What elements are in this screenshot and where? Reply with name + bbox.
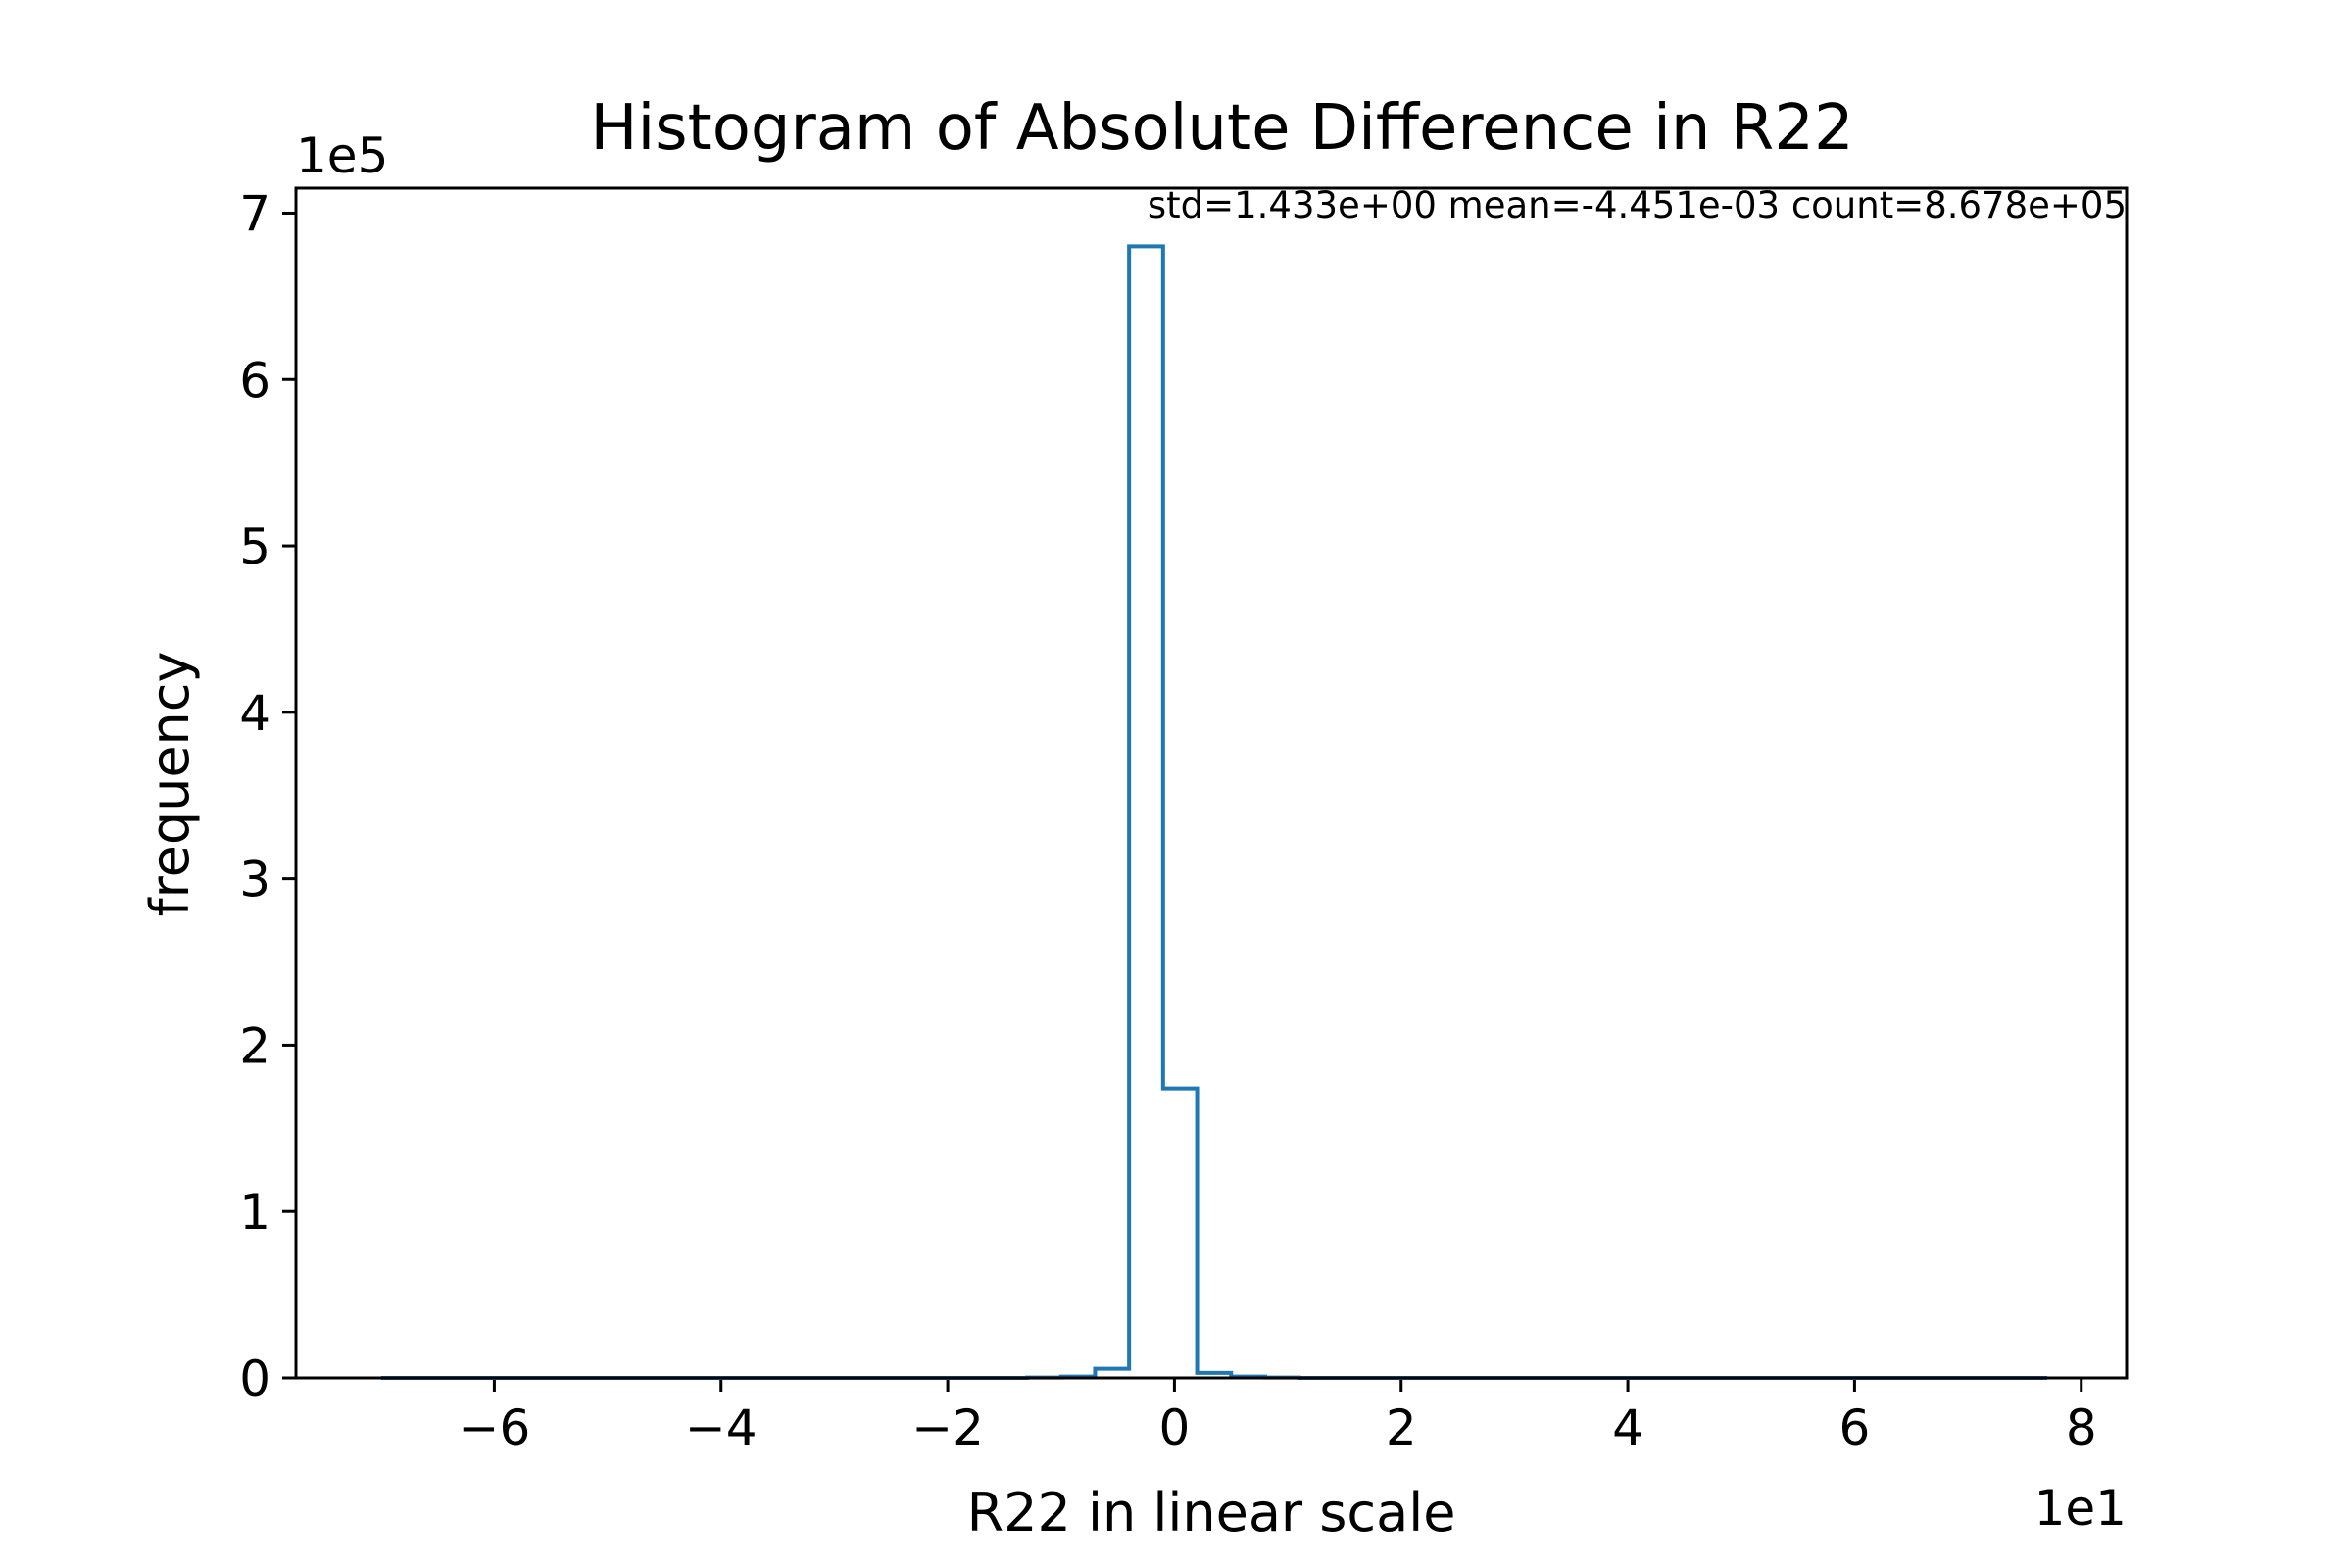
x-tick-label: 6 <box>1838 1399 1870 1456</box>
y-axis-offset-label: 1e5 <box>296 127 388 184</box>
x-tick-label: −4 <box>685 1399 758 1456</box>
y-tick-label: 6 <box>239 352 270 409</box>
x-axis-label: R22 in linear scale <box>967 1482 1456 1544</box>
x-tick-label: 2 <box>1386 1399 1417 1456</box>
y-tick-label: 4 <box>239 685 270 742</box>
x-tick-label: 0 <box>1159 1399 1191 1456</box>
x-tick-label: 8 <box>2066 1399 2097 1456</box>
y-tick-label: 1 <box>239 1184 270 1241</box>
x-tick-label: 4 <box>1612 1399 1643 1456</box>
x-tick-label: −2 <box>911 1399 984 1456</box>
y-tick-label: 3 <box>239 852 270 908</box>
y-tick-label: 2 <box>239 1017 270 1074</box>
plot-area-frame <box>294 186 2129 1380</box>
x-tick-label: −6 <box>459 1399 531 1456</box>
y-tick-label: 7 <box>239 185 270 242</box>
y-axis-ticks: 0 1 2 3 4 5 6 7 <box>239 185 296 1407</box>
y-axis-label: frequency <box>139 652 201 917</box>
x-axis-ticks: −6 −4 −2 0 2 4 6 8 <box>459 1378 2097 1456</box>
y-tick-label: 0 <box>239 1350 270 1407</box>
stats-annotation: std=1.433e+00 mean=-4.451e-03 count=8.67… <box>1148 184 2127 226</box>
x-axis-offset-label: 1e1 <box>2034 1480 2127 1537</box>
chart-title: Histogram of Absolute Difference in R22 <box>590 92 1853 165</box>
y-tick-label: 5 <box>239 518 270 575</box>
